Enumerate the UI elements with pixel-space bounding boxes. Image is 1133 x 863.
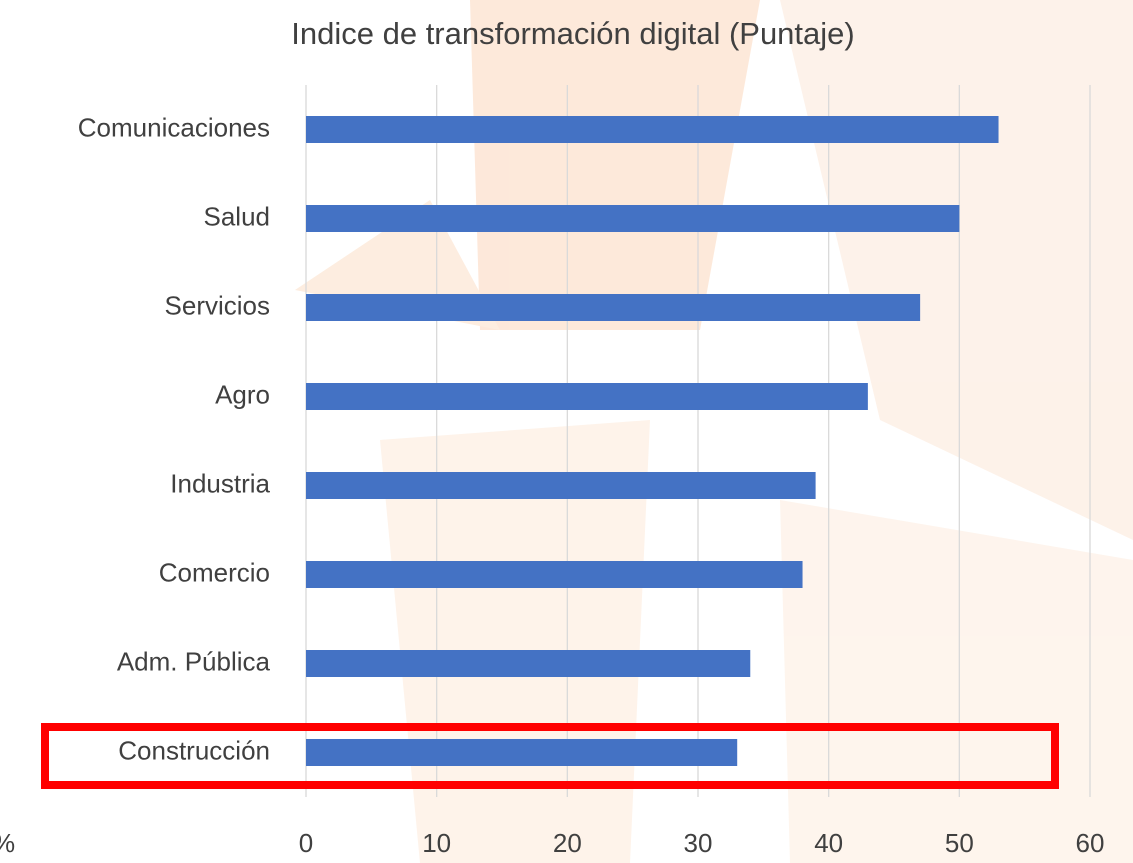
bar — [306, 383, 868, 410]
y-tick-label: Comercio — [159, 557, 270, 587]
chart-title: Indice de transformación digital (Puntaj… — [291, 16, 854, 51]
watermark-shape — [470, 0, 760, 330]
bar — [306, 205, 960, 232]
x-tick-label: 30 — [684, 828, 713, 858]
x-tick-label: 60 — [1076, 828, 1105, 858]
bar — [306, 739, 738, 766]
y-tick-label: Adm. Pública — [117, 646, 271, 676]
x-tick-label: 50 — [945, 828, 974, 858]
watermark-shape — [780, 500, 1133, 863]
bar — [306, 650, 751, 677]
x-tick-label: 20 — [553, 828, 582, 858]
y-tick-label: Construcción — [118, 735, 270, 765]
annotation: % — [0, 828, 15, 858]
x-tick-label: 10 — [422, 828, 451, 858]
y-tick-label: Salud — [204, 201, 271, 231]
y-tick-label: Agro — [215, 379, 270, 409]
y-tick-label: Servicios — [165, 290, 270, 320]
y-tick-label: Industria — [170, 468, 270, 498]
plot-area: 0 10 20 30 40 50 60 Comunicaciones Salud Servicio… — [78, 85, 1105, 858]
x-tick-label: 40 — [814, 828, 843, 858]
bar — [306, 472, 816, 499]
highlight-box — [41, 723, 1059, 789]
bar — [306, 116, 999, 143]
bar — [306, 561, 803, 588]
x-tick-label: 0 — [299, 828, 313, 858]
y-tick-label: Comunicaciones — [78, 112, 270, 142]
watermark-shape — [780, 0, 1133, 540]
bar — [306, 294, 921, 321]
